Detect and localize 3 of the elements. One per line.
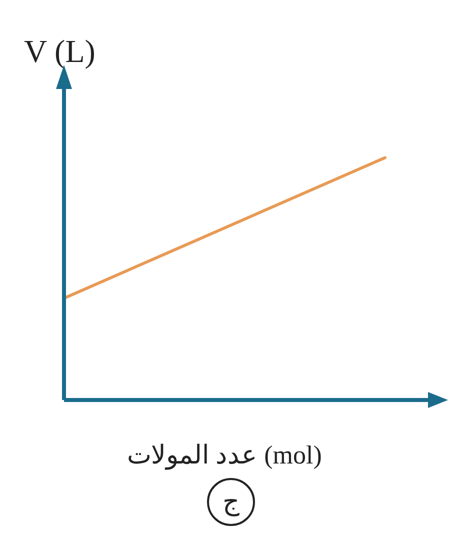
circle-outline: ج (207, 478, 255, 526)
y-axis-title: V (L) (24, 33, 96, 69)
x-axis-title: عدد المولات (mol) (127, 440, 322, 470)
